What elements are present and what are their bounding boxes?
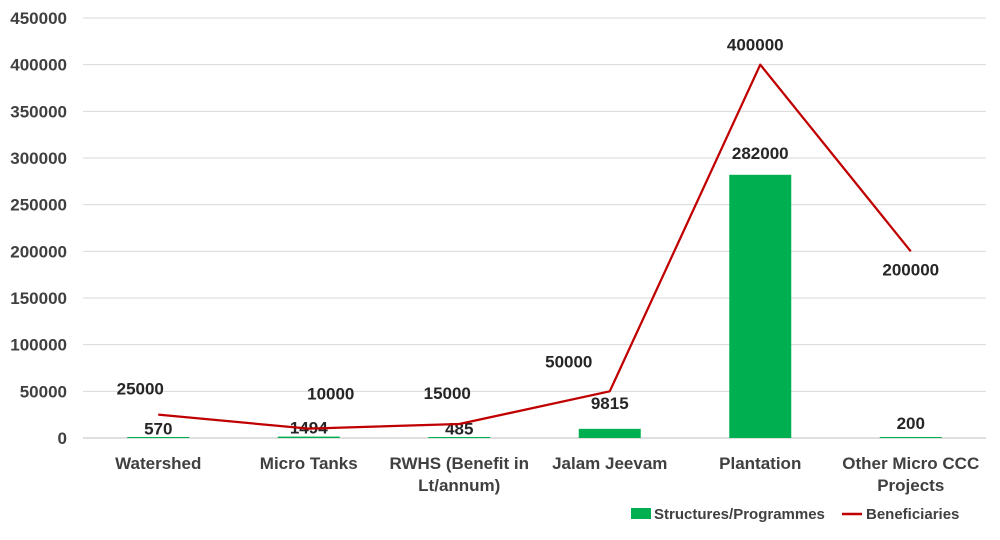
legend-swatch-bar bbox=[631, 508, 651, 519]
x-tick-label-line: Plantation bbox=[719, 454, 801, 473]
bar-data-label: 200 bbox=[897, 414, 925, 433]
y-tick-label: 350000 bbox=[10, 102, 67, 121]
line-data-labels: 25000 10000 15000 50000 400000 200000 bbox=[117, 36, 940, 404]
y-tick-label: 200000 bbox=[10, 242, 67, 261]
line-data-label: 200000 bbox=[882, 260, 939, 279]
x-tick-label: Other Micro CCC Projects bbox=[842, 454, 979, 495]
x-tick-label-line: Watershed bbox=[115, 454, 201, 473]
bar-data-label: 570 bbox=[144, 419, 172, 438]
y-tick-label: 400000 bbox=[10, 56, 67, 75]
bar-data-label: 282000 bbox=[732, 144, 789, 163]
line-data-label: 25000 bbox=[117, 380, 164, 399]
bar-data-label: 9815 bbox=[591, 394, 629, 413]
x-tick-label: Jalam Jeevam bbox=[552, 454, 667, 473]
y-tick-label: 50000 bbox=[20, 382, 67, 401]
gridlines bbox=[83, 17, 986, 439]
x-tick-label: Plantation bbox=[719, 454, 801, 473]
bar bbox=[277, 436, 340, 438]
bar bbox=[127, 437, 190, 438]
bar-series bbox=[127, 174, 942, 439]
line-points bbox=[158, 64, 911, 429]
line-data-label: 400000 bbox=[727, 36, 784, 55]
bar bbox=[729, 174, 792, 439]
x-tick-label-line: Other Micro CCC bbox=[842, 454, 979, 473]
x-tick-label-line: Projects bbox=[877, 476, 944, 495]
y-tick-label: 100000 bbox=[10, 336, 67, 355]
x-tick-label: RWHS (Benefit in Lt/annum) bbox=[390, 454, 529, 495]
bar bbox=[578, 428, 641, 438]
y-tick-label: 250000 bbox=[10, 196, 67, 215]
y-axis: 0 50000 100000 150000 200000 250000 300000 3500… bbox=[10, 9, 67, 448]
legend-label: Beneficiaries bbox=[866, 506, 959, 523]
x-tick-label-line: Lt/annum) bbox=[418, 476, 500, 495]
line-data-label: 15000 bbox=[424, 384, 471, 403]
y-tick-label: 450000 bbox=[10, 9, 67, 28]
y-tick-label: 300000 bbox=[10, 149, 67, 168]
x-tick-label: Micro Tanks bbox=[260, 454, 358, 473]
line-series bbox=[158, 63, 912, 430]
x-tick-label: Watershed bbox=[115, 454, 201, 473]
bar bbox=[428, 437, 491, 438]
x-axis: Watershed Micro Tanks RWHS (Benefit in Lt/a… bbox=[115, 454, 979, 495]
line-data-label: 50000 bbox=[545, 352, 592, 371]
x-tick-label-line: Micro Tanks bbox=[260, 454, 358, 473]
y-tick-label: 150000 bbox=[10, 289, 67, 308]
bar bbox=[879, 437, 942, 438]
y-tick-label: 0 bbox=[58, 429, 67, 448]
legend-label: Structures/Programmes bbox=[654, 506, 825, 523]
line-data-label: 10000 bbox=[307, 385, 354, 404]
x-tick-label-line: Jalam Jeevam bbox=[552, 454, 667, 473]
x-tick-label-line: RWHS (Benefit in bbox=[390, 454, 529, 473]
legend: Structures/Programmes Beneficiaries bbox=[631, 506, 959, 523]
